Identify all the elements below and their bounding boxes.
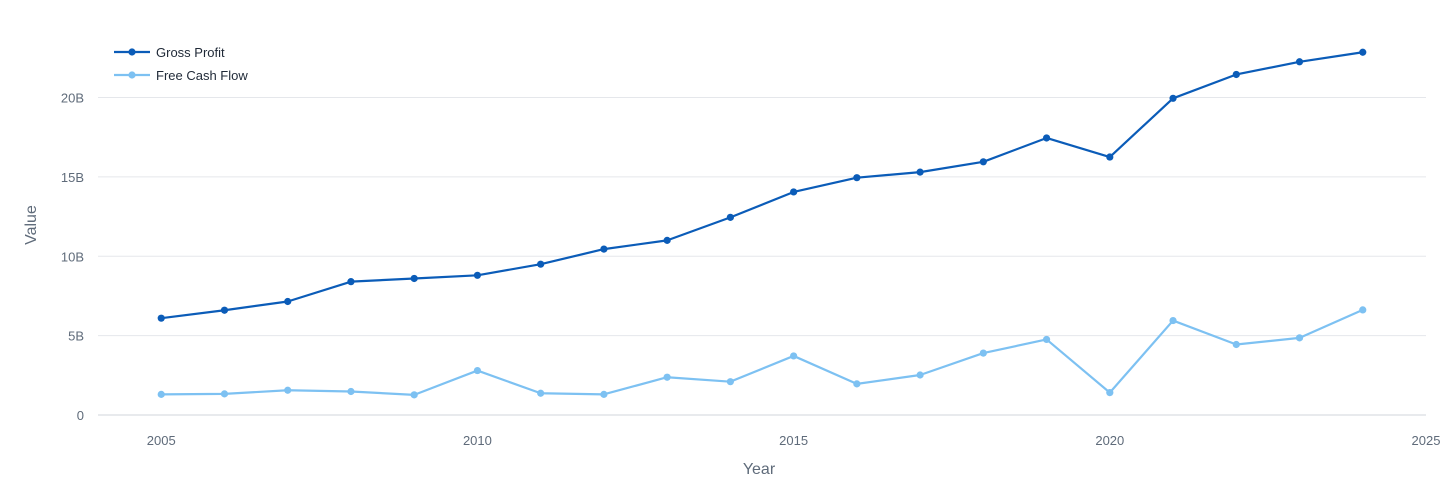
- data-point[interactable]: [1232, 340, 1240, 349]
- data-point[interactable]: [410, 274, 418, 283]
- legend-marker: [128, 48, 136, 56]
- data-point[interactable]: [410, 391, 418, 399]
- y-tick-label: 10B: [61, 249, 84, 264]
- data-point[interactable]: [1106, 153, 1114, 161]
- y-tick-label: 0: [77, 408, 84, 423]
- data-point[interactable]: [1359, 48, 1367, 56]
- series-line: [161, 51, 1363, 320]
- data-point[interactable]: [916, 168, 924, 176]
- data-point[interactable]: [347, 278, 355, 286]
- data-point[interactable]: [726, 213, 734, 221]
- axis-layer: 0 5B 10B 15B 20B 2005 2010 2015 2020 2025: [61, 91, 1441, 449]
- series-line: [161, 308, 1364, 396]
- data-point[interactable]: [1169, 94, 1177, 102]
- data-point[interactable]: [1042, 335, 1051, 344]
- legend-marker: [128, 71, 136, 79]
- data-point[interactable]: [790, 352, 798, 360]
- y-tick-label: 20B: [61, 91, 84, 106]
- series-layer: [157, 48, 1367, 399]
- data-point[interactable]: [1042, 134, 1051, 142]
- data-point[interactable]: [600, 390, 608, 398]
- data-point[interactable]: [1295, 58, 1304, 66]
- data-point[interactable]: [663, 236, 671, 244]
- data-point[interactable]: [284, 297, 292, 306]
- data-point[interactable]: [537, 389, 545, 397]
- series-1: [157, 306, 1367, 399]
- y-tick-label: 15B: [61, 170, 84, 185]
- legend-item[interactable]: Free Cash Flow: [114, 68, 248, 83]
- grid-layer: [98, 97, 1426, 337]
- data-point[interactable]: [347, 387, 355, 396]
- data-point[interactable]: [473, 366, 482, 375]
- x-tick-label: 2025: [1412, 433, 1441, 448]
- data-point[interactable]: [600, 245, 608, 253]
- data-point[interactable]: [1169, 316, 1177, 325]
- legend: Gross Profit Free Cash Flow: [114, 45, 248, 83]
- x-axis-title: Year: [743, 461, 776, 478]
- legend-label: Free Cash Flow: [156, 68, 248, 83]
- data-point[interactable]: [1106, 389, 1114, 397]
- data-point[interactable]: [979, 158, 987, 166]
- data-point[interactable]: [1359, 306, 1367, 314]
- legend-label: Gross Profit: [156, 45, 225, 60]
- data-point[interactable]: [916, 371, 924, 379]
- legend-item[interactable]: Gross Profit: [114, 45, 225, 60]
- data-point[interactable]: [220, 390, 229, 398]
- data-point[interactable]: [473, 271, 482, 279]
- data-point[interactable]: [853, 174, 861, 182]
- x-tick-label: 2015: [779, 433, 808, 448]
- y-axis-title: Value: [23, 205, 40, 245]
- data-point[interactable]: [1232, 70, 1240, 79]
- data-point[interactable]: [663, 373, 671, 381]
- x-tick-label: 2005: [147, 433, 176, 448]
- data-point[interactable]: [537, 260, 545, 268]
- data-point[interactable]: [220, 306, 229, 314]
- series-0: [157, 48, 1367, 322]
- data-point[interactable]: [157, 314, 165, 322]
- y-tick-label: 5B: [68, 329, 84, 344]
- x-tick-label: 2020: [1095, 433, 1124, 448]
- data-point[interactable]: [726, 378, 734, 386]
- data-point[interactable]: [284, 386, 292, 394]
- data-point[interactable]: [853, 380, 861, 388]
- x-tick-label: 2010: [463, 433, 492, 448]
- data-point[interactable]: [157, 390, 165, 398]
- data-point[interactable]: [979, 349, 987, 357]
- data-point[interactable]: [1295, 334, 1304, 342]
- data-point[interactable]: [790, 188, 798, 196]
